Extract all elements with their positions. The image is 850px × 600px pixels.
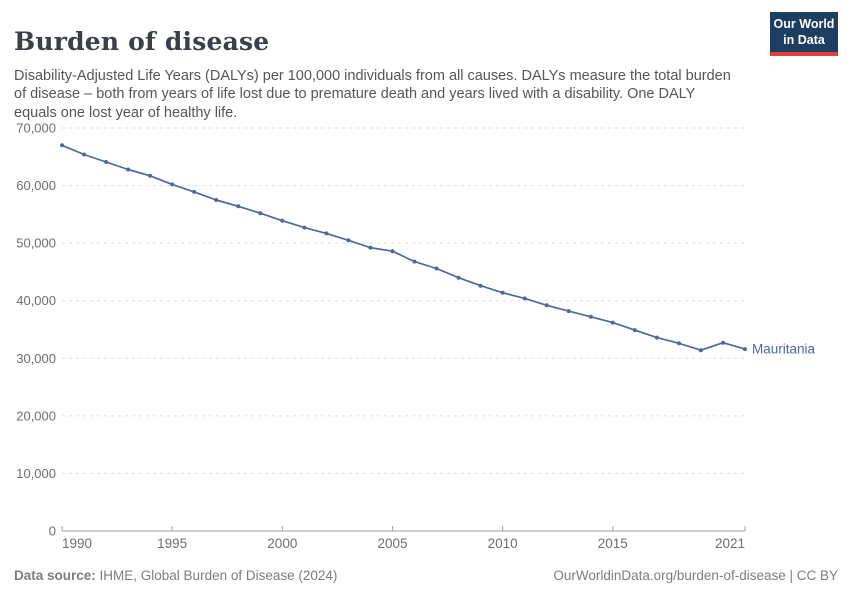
data-point[interactable] [324,231,329,236]
data-point[interactable] [721,340,725,345]
chart-subtitle: Disability-Adjusted Life Years (DALYs) p… [14,67,731,122]
x-tick-label: 1990 [62,536,92,551]
data-point[interactable] [236,204,241,209]
chart-footer: Data source: IHME, Global Burden of Dise… [14,568,838,583]
data-point[interactable] [743,347,747,352]
data-point[interactable] [632,328,637,333]
data-point[interactable] [148,173,153,178]
data-point[interactable] [478,283,483,288]
data-point[interactable] [170,182,175,187]
data-point[interactable] [522,296,527,301]
data-point[interactable] [368,245,373,250]
owid-logo-line1: Our World [773,17,835,31]
data-point[interactable] [126,167,131,172]
data-point[interactable] [82,152,86,157]
owid-logo[interactable]: Our World in Data [770,12,838,57]
data-point[interactable] [434,266,439,271]
data-point[interactable] [104,160,109,164]
data-point[interactable] [214,198,219,202]
data-point[interactable] [302,225,307,230]
data-point[interactable] [698,348,703,353]
x-tick-label: 2015 [598,536,628,551]
data-point[interactable] [654,335,659,340]
y-tick-label: 20,000 [16,408,56,423]
data-point[interactable] [258,211,263,216]
x-tick-label: 2000 [267,536,297,551]
x-tick-label: 2021 [715,536,745,551]
data-point[interactable] [280,218,285,223]
data-source-value: IHME, Global Burden of Disease (2024) [95,568,338,583]
x-tick-label: 1995 [157,536,187,551]
data-point[interactable] [610,320,615,325]
y-tick-label: 70,000 [16,121,56,136]
data-point[interactable] [390,249,395,254]
y-tick-label: 50,000 [16,236,56,251]
data-source-label: Data source: [14,568,96,583]
data-source-note: Data source: IHME, Global Burden of Dise… [14,568,337,583]
x-tick-label: 2010 [488,536,518,551]
data-point[interactable] [588,314,593,319]
x-tick-label: 2005 [377,536,407,551]
data-point[interactable] [192,189,197,194]
y-tick-label: 0 [49,524,56,539]
y-tick-label: 40,000 [16,293,56,308]
data-point[interactable] [500,290,505,295]
page-title: Burden of disease [14,26,270,56]
y-tick-label: 60,000 [16,178,56,193]
data-point[interactable] [412,259,417,264]
series-line[interactable] [61,144,746,352]
owid-license-link[interactable]: OurWorldinData.org/burden-of-disease | C… [553,568,838,583]
data-point[interactable] [676,341,681,346]
series-end-label: Mauritania [752,342,816,357]
data-point[interactable] [544,303,549,308]
data-point[interactable] [566,309,571,314]
owid-logo-line2: in Data [783,32,825,47]
data-point[interactable] [456,275,461,280]
y-tick-label: 30,000 [16,351,56,366]
y-tick-label: 10,000 [16,466,56,481]
data-point[interactable] [346,238,351,243]
data-point[interactable] [60,143,64,148]
